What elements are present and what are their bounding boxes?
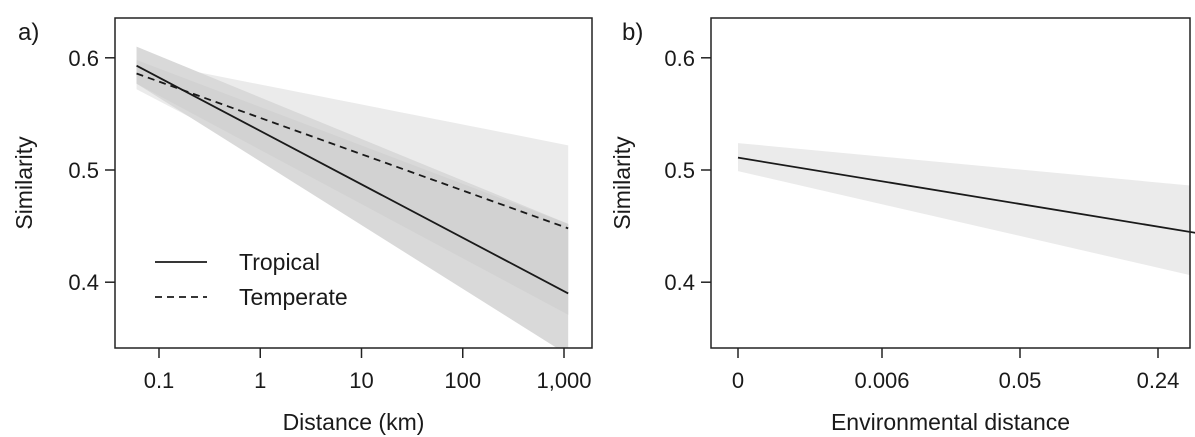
line-temperate [136,72,569,230]
legend-label-temperate: Temperate [239,284,348,310]
panel-label: b) [622,19,643,46]
y-axis-label: Similarity [11,136,37,230]
y-tick-label: 0.5 [664,158,695,183]
ci-band-series-0 [738,143,1190,276]
x-tick-label: 0.05 [999,368,1042,393]
x-tick-label: 1 [254,368,266,393]
plot-frame [114,17,593,349]
legend: Tropical Temperate [155,249,348,310]
line-tropical [136,64,569,295]
y-tick-label: 0.6 [68,46,99,71]
panel-label: a) [18,19,39,46]
panel-b: 0.4 0.5 0.6 0 0.006 0.05 0.24 Environmental dis… [609,17,1195,435]
plot-frame [710,17,1191,349]
y-tick-label: 0.5 [68,158,99,183]
x-tick-label: 0.1 [144,368,175,393]
legend-label-tropical: Tropical [239,249,320,275]
panel-a: 0.4 0.5 0.6 0.1 1 10 100 1,000 Distance (km) Simi… [11,17,593,435]
x-tick-label: 100 [444,368,481,393]
x-tick-label: 0.24 [1137,368,1180,393]
y-tick-label: 0.6 [664,46,695,71]
x-axis-label: Environmental distance [831,409,1070,435]
y-axis-label: Similarity [609,136,635,230]
x-tick-label: 0.006 [854,368,909,393]
x-axis-label: Distance (km) [283,409,425,435]
x-tick-label: 1,000 [536,368,591,393]
x-tick-label: 0 [732,368,744,393]
x-tick-label: 10 [349,368,373,393]
line-series-0 [737,156,1195,234]
y-tick-label: 0.4 [68,270,99,295]
ci-bands [136,46,569,348]
y-tick-label: 0.4 [664,270,695,295]
ci-bands [738,143,1190,276]
ci-band-overlap [136,60,569,315]
